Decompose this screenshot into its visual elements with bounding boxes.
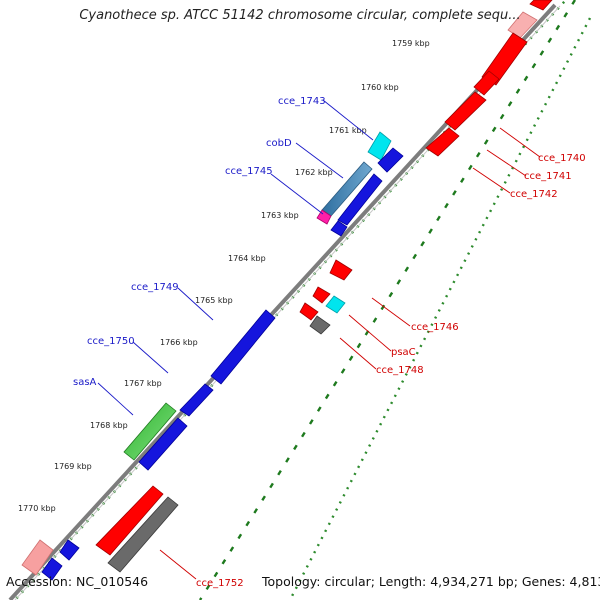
- gene-label-cobD[interactable]: cobD: [266, 138, 292, 149]
- kbp-tick-label: 1769 kbp: [54, 462, 92, 471]
- gene-cce-1745-magenta[interactable]: [316, 209, 332, 225]
- gene-cce-1750[interactable]: [179, 383, 214, 417]
- gene-cce-1741[interactable]: [444, 91, 487, 131]
- inner-dashed-track: [198, 0, 577, 601]
- gene-cce-1746[interactable]: [329, 259, 353, 281]
- reverse-strand-genes[interactable]: [95, 0, 553, 573]
- gene-label-cce-1750[interactable]: cce_1750: [87, 336, 135, 347]
- accession-text: Accession: NC_010546: [6, 574, 149, 589]
- gene-psaC-red[interactable]: [312, 286, 331, 304]
- gene-grey-bottom[interactable]: [107, 496, 179, 573]
- gene-red-small[interactable]: [299, 302, 319, 321]
- gene-cce-1749[interactable]: [210, 309, 276, 385]
- gene-blue-1743b[interactable]: [377, 147, 404, 173]
- gene-pink-bottom[interactable]: [21, 539, 54, 576]
- gene-blue-1745b[interactable]: [337, 173, 383, 226]
- gene-label-cce-1740[interactable]: cce_1740: [538, 153, 586, 164]
- gene-red-top[interactable]: [529, 0, 553, 11]
- gene-blue-bottom-a[interactable]: [59, 539, 80, 561]
- kbp-tick-label: 1765 kbp: [195, 296, 233, 305]
- gene-label-cce-1745[interactable]: cce_1745: [225, 166, 273, 177]
- gene-blue-bottom-b[interactable]: [41, 557, 63, 581]
- topology-text: Topology: circular; Length: 4,934,271 bp…: [262, 574, 600, 589]
- forward-gene-labels: cce_1743 cobD cce_1745 cce_1749 cce_1750…: [73, 96, 326, 388]
- map-title: Cyanothece sp. ATCC 51142 chromosome cir…: [79, 8, 521, 23]
- reverse-label-leaders: [159, 127, 541, 580]
- gene-cce-1740[interactable]: [473, 70, 500, 96]
- outer-dotted-track-right: [288, 17, 592, 601]
- gene-label-psaC[interactable]: psaC: [391, 347, 416, 358]
- gene-cce-1742[interactable]: [425, 127, 460, 157]
- gene-red-upper[interactable]: [481, 32, 528, 86]
- gene-sasA[interactable]: [123, 402, 177, 461]
- gene-cce-1752[interactable]: [95, 485, 164, 556]
- kbp-tick-label: 1762 kbp: [295, 168, 333, 177]
- reverse-gene-labels: cce_1740 cce_1741 cce_1742 cce_1746 psaC…: [196, 153, 586, 589]
- kbp-tick-label: 1768 kbp: [90, 421, 128, 430]
- gene-label-sasA[interactable]: sasA: [73, 377, 97, 388]
- kbp-tick-label: 1766 kbp: [160, 338, 198, 347]
- kbp-tick-label: 1770 kbp: [18, 504, 56, 513]
- forward-label-leaders: [97, 99, 374, 416]
- gene-label-cce-1741[interactable]: cce_1741: [524, 171, 572, 182]
- gene-label-cce-1742[interactable]: cce_1742: [510, 189, 558, 200]
- gene-label-cce-1748[interactable]: cce_1748: [376, 365, 424, 376]
- gene-blue-1745c[interactable]: [330, 220, 348, 237]
- kbp-tick-label: 1763 kbp: [261, 211, 299, 220]
- gene-label-cce-1746[interactable]: cce_1746: [411, 322, 459, 333]
- kbp-tick-label: 1759 kbp: [392, 39, 430, 48]
- kbp-tick-label: 1761 kbp: [329, 126, 367, 135]
- kbp-tick-label: 1760 kbp: [361, 83, 399, 92]
- gene-label-cce-1752[interactable]: cce_1752: [196, 578, 244, 589]
- gene-cce-1748[interactable]: [309, 315, 331, 335]
- kbp-tick-label: 1767 kbp: [124, 379, 162, 388]
- gene-blue-sasA-b[interactable]: [138, 417, 188, 471]
- gene-label-cce-1743[interactable]: cce_1743: [278, 96, 326, 107]
- gene-label-cce-1749[interactable]: cce_1749: [131, 282, 179, 293]
- outer-dotted-track-left: [14, 0, 568, 601]
- kbp-ticks: 1759 kbp 1760 kbp 1761 kbp 1762 kbp 1763…: [18, 39, 430, 513]
- gene-psaC[interactable]: [325, 295, 346, 314]
- forward-strand-genes[interactable]: [21, 131, 404, 581]
- kbp-tick-label: 1764 kbp: [228, 254, 266, 263]
